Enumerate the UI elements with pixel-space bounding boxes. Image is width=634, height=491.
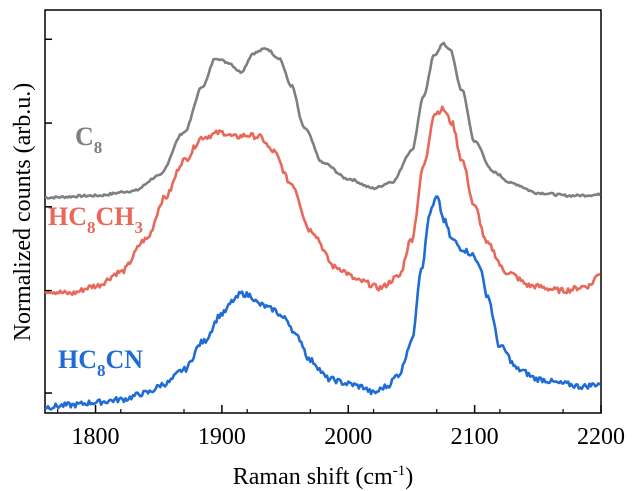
x-tick-label: 2100 (451, 424, 499, 450)
series-line-hc8ch3 (44, 105, 601, 296)
series-line-c8 (44, 41, 602, 200)
y-ticks (45, 38, 52, 394)
series-label-hc8ch3: HC8CH3 (48, 202, 143, 237)
plot-frame (44, 9, 602, 414)
x-tick-label: 1900 (198, 424, 246, 450)
series-lines (44, 41, 602, 411)
x-tick-label: 2200 (577, 424, 625, 450)
series-label-hc8cn: HC8CN (58, 345, 143, 380)
y-axis-label: Normalized counts (arb.u.) (10, 83, 36, 342)
x-tick-label: 2000 (324, 424, 372, 450)
series-label-c8: C8 (75, 122, 102, 157)
x-tick-label: 1800 (72, 424, 120, 450)
x-axis-label: Raman shift (cm-1) (233, 463, 413, 490)
x-ticks: 1800 1900 2000 2100 2200 (57, 405, 625, 450)
series-line-hc8cn (44, 195, 601, 411)
